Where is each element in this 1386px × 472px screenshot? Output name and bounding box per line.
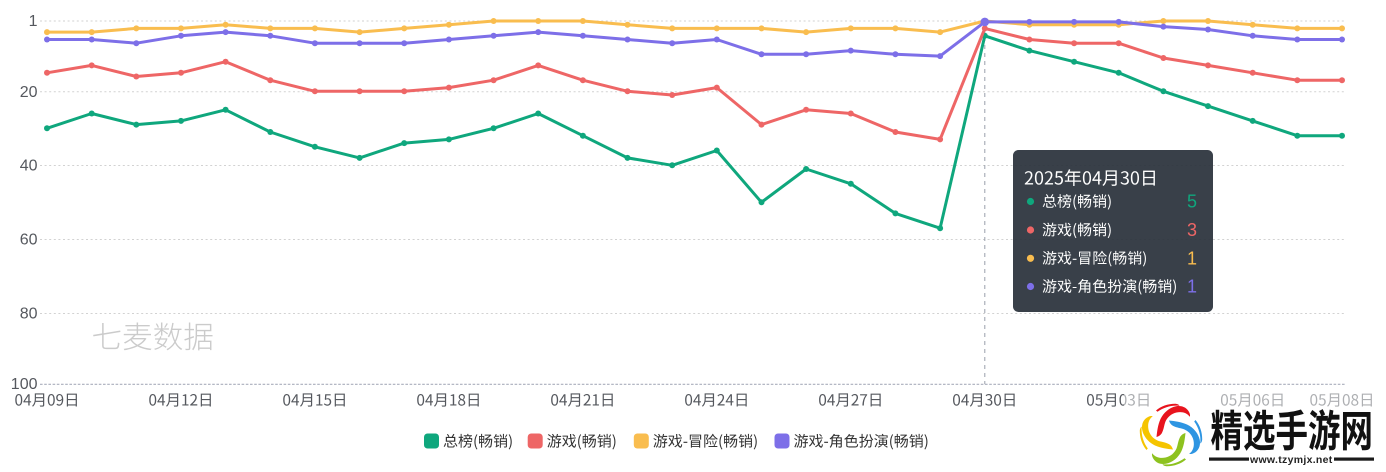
svg-text:60: 60 [20, 232, 38, 249]
svg-text:www.tzymjx.net: www.tzymjx.net [1249, 454, 1333, 466]
svg-text:20: 20 [20, 84, 38, 101]
svg-text:40: 40 [20, 158, 38, 175]
svg-text:1: 1 [1187, 248, 1197, 268]
svg-text:5: 5 [1187, 192, 1197, 212]
svg-text:1: 1 [1187, 277, 1197, 297]
svg-text:100: 100 [11, 376, 38, 393]
svg-text:80: 80 [20, 306, 38, 323]
svg-text:1: 1 [29, 13, 38, 30]
svg-text:3: 3 [1187, 220, 1197, 240]
